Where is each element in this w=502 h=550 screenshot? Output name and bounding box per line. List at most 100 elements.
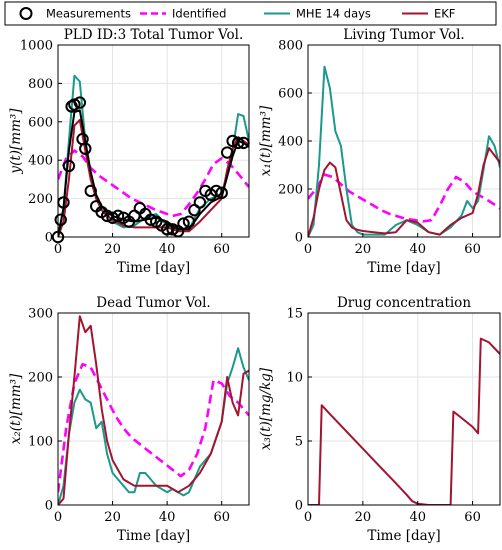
series-line-mhe-14-days xyxy=(308,65,500,237)
measurement-point xyxy=(220,146,234,159)
measurement-point xyxy=(54,213,67,226)
ticks: 0 20 40 60 0 5 10 15 xyxy=(286,307,480,526)
y-axis-label: x₂(t)[mm³] xyxy=(8,373,24,444)
x-tick-label: 20 xyxy=(104,510,121,525)
y-tick-label: 400 xyxy=(28,154,53,169)
x-tick-label: 20 xyxy=(104,242,121,257)
legend-item-mhe-14-days: MHE 14 days xyxy=(264,7,371,21)
y-tick-label: 0 xyxy=(45,499,53,514)
measurement-point xyxy=(144,213,157,226)
x-tick-label: 20 xyxy=(355,510,372,525)
x-tick-label: 0 xyxy=(54,242,62,257)
y-axis-label: x₃(t)[mg/kg] xyxy=(258,367,274,450)
panel-title: PLD ID:3 Total Tumor Vol. xyxy=(64,27,244,43)
marker-group xyxy=(51,96,250,244)
measurement-point xyxy=(79,142,92,155)
axes-box xyxy=(57,312,250,506)
y-tick-label: 1000 xyxy=(20,39,53,54)
x-tick-label: 40 xyxy=(159,510,176,525)
y-tick-label: 15 xyxy=(286,307,303,322)
grid xyxy=(307,312,500,506)
y-tick-label: 200 xyxy=(28,371,53,386)
x-tick-label: 0 xyxy=(304,242,312,257)
series-line-ekf xyxy=(58,118,249,237)
legend: Measurements Identified MHE 14 days EKF xyxy=(4,1,497,26)
y-tick-label: 600 xyxy=(278,87,303,102)
x-tick-label: 0 xyxy=(304,510,312,525)
measurement-point xyxy=(166,223,179,236)
legend-item-identified: Identified xyxy=(140,7,226,21)
series-group xyxy=(308,337,500,505)
legend-label: Measurements xyxy=(46,7,131,21)
measurement-point xyxy=(73,96,87,109)
panel-title: Dead Tumor Vol. xyxy=(96,295,210,311)
measurement-point xyxy=(68,98,81,111)
series-group xyxy=(58,74,249,237)
y-tick-label: 0 xyxy=(295,499,303,514)
x-tick-label: 20 xyxy=(355,242,372,257)
y-tick-label: 100 xyxy=(28,435,53,450)
legend-label: EKF xyxy=(434,7,455,21)
x-tick-label: 60 xyxy=(464,510,481,525)
measurement-point xyxy=(210,184,223,198)
measurement-point xyxy=(231,136,245,150)
grid xyxy=(57,312,249,506)
measurement-point xyxy=(177,217,190,230)
y-tick-label: 5 xyxy=(295,435,303,450)
y-tick-label: 200 xyxy=(278,183,303,198)
y-tick-label: 0 xyxy=(295,231,303,246)
y-tick-label: 0 xyxy=(45,231,53,246)
panel-dead-tumor-volume: 0 20 40 60 0 100 200 300 Dead Tumor Vol. Time [da… xyxy=(8,295,250,544)
legend-label: Identified xyxy=(172,7,226,21)
grid xyxy=(307,44,500,238)
x-tick-label: 40 xyxy=(159,242,176,257)
panel-title: Drug concentration xyxy=(337,295,471,311)
legend-marker xyxy=(19,7,33,20)
panel-title: Living Tumor Vol. xyxy=(343,27,464,43)
y-tick-label: 300 xyxy=(28,307,53,322)
y-tick-label: 800 xyxy=(28,77,53,92)
ticks: 0 20 40 60 0 100 200 300 xyxy=(28,307,230,526)
x-axis-label: Time [day] xyxy=(367,260,440,276)
y-tick-label: 10 xyxy=(286,371,303,386)
series-line-identified xyxy=(58,149,249,218)
measurement-point xyxy=(111,209,125,223)
y-tick-label: 200 xyxy=(28,192,53,207)
measurement-point xyxy=(193,196,207,209)
legend-item-ekf: EKF xyxy=(402,7,455,21)
y-axis-label: x₁(t)[mm³] xyxy=(258,105,274,176)
measurement-point xyxy=(62,159,76,173)
x-tick-label: 60 xyxy=(213,242,230,257)
series-group xyxy=(308,65,500,237)
y-tick-label: 600 xyxy=(28,115,53,130)
x-tick-label: 60 xyxy=(213,510,230,525)
x-axis-label: Time [day] xyxy=(117,528,190,544)
series-line-ekf xyxy=(308,337,500,505)
measurement-point xyxy=(215,186,228,200)
axes-box xyxy=(307,312,501,506)
legend-label: MHE 14 days xyxy=(296,7,371,21)
x-axis-label: Time [day] xyxy=(367,528,440,544)
axes-box xyxy=(57,44,250,238)
measurement-point xyxy=(84,184,97,198)
x-tick-label: 40 xyxy=(409,510,426,525)
x-tick-label: 60 xyxy=(464,242,481,257)
series-line-ekf xyxy=(58,315,249,505)
y-tick-label: 400 xyxy=(278,135,303,150)
series-group xyxy=(58,315,249,505)
legend-box xyxy=(4,1,497,26)
x-axis-label: Time [day] xyxy=(117,260,190,276)
y-axis-label: y(t)[mm³] xyxy=(8,108,24,175)
x-tick-label: 40 xyxy=(409,242,426,257)
legend-item-measurements: Measurements xyxy=(19,7,131,21)
x-tick-label: 0 xyxy=(54,510,62,525)
series-line-ekf xyxy=(308,147,500,237)
panel-drug-concentration: 0 20 40 60 0 5 10 15 Drug concentration Time [day… xyxy=(258,295,501,544)
y-tick-label: 800 xyxy=(278,39,303,54)
measurement-point xyxy=(182,215,196,228)
